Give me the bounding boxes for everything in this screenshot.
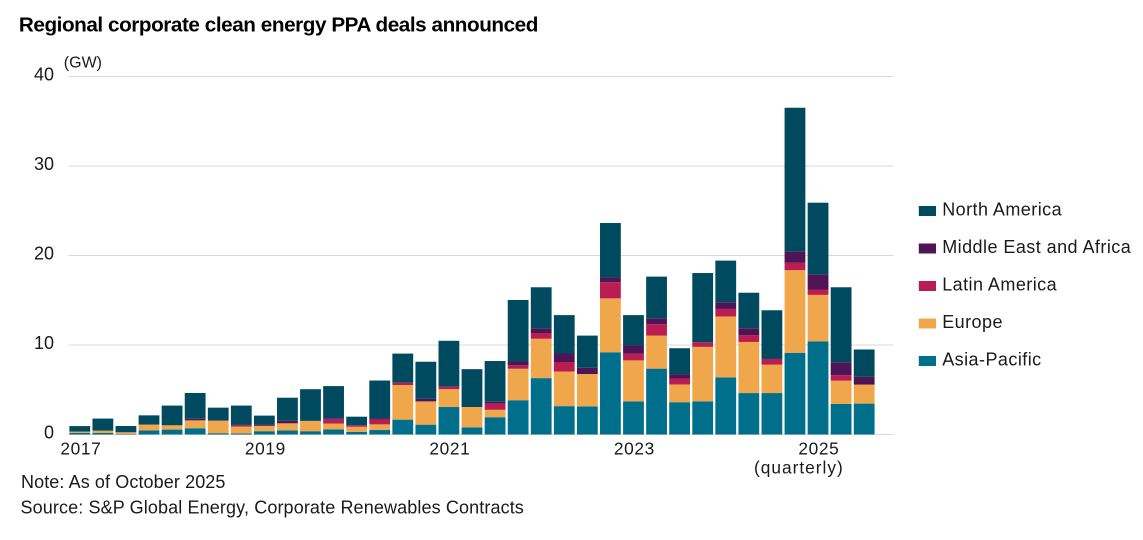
svg-text:Source: S&P Global Energy, Cor: Source: S&P Global Energy, Corporate Ren… [21,498,524,518]
svg-text:Latin America: Latin America [942,275,1057,295]
svg-text:Note: As of October 2025: Note: As of October 2025 [21,472,226,492]
svg-text:Middle East and Africa: Middle East and Africa [942,237,1132,257]
svg-text:Asia-Pacific: Asia-Pacific [942,350,1041,370]
svg-text:2019: 2019 [245,439,286,459]
svg-text:2023: 2023 [614,439,655,459]
svg-text:2025: 2025 [798,439,839,459]
svg-text:(quarterly): (quarterly) [754,458,844,478]
svg-text:30: 30 [34,154,54,174]
svg-text:0: 0 [44,422,54,442]
svg-text:2017: 2017 [60,439,101,459]
svg-text:2021: 2021 [429,439,470,459]
svg-text:Europe: Europe [942,312,1003,332]
svg-text:(GW): (GW) [64,55,102,72]
svg-text:North America: North America [942,200,1062,220]
svg-text:Regional corporate clean energ: Regional corporate clean energy PPA deal… [19,14,538,37]
svg-text:20: 20 [34,243,54,263]
svg-text:40: 40 [34,64,54,84]
svg-text:10: 10 [34,333,54,353]
